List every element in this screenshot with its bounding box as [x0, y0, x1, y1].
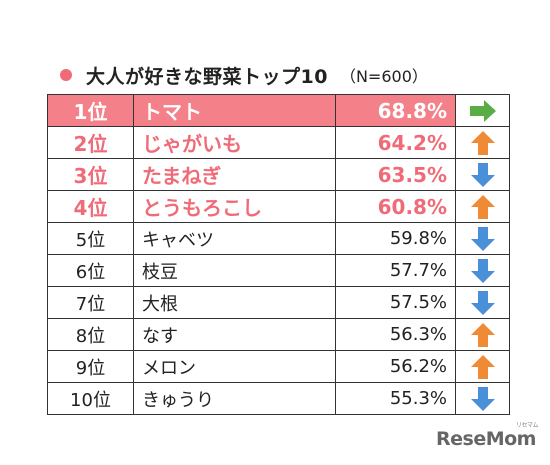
table-row: 9位 メロン 56.2%: [47, 350, 510, 383]
arrow-down-icon: [455, 222, 510, 255]
rank-cell: 5位: [47, 222, 134, 255]
logo-text: ReseMom: [436, 428, 536, 450]
resemom-logo: ReseMom リセマム: [436, 422, 538, 450]
vegetable-name-cell: たまねぎ: [133, 158, 336, 191]
vegetable-name-cell: トマト: [133, 94, 336, 127]
logo-small-text: リセマム: [515, 422, 539, 429]
percentage-cell: 63.5%: [335, 158, 456, 191]
vegetable-name-cell: とうもろこし: [133, 190, 336, 223]
table-row: 2位 じゃがいも 64.2%: [47, 126, 510, 159]
percentage-cell: 59.8%: [335, 222, 456, 255]
table-row: 4位 とうもろこし 60.8%: [47, 190, 510, 223]
percentage-cell: 57.5%: [335, 286, 456, 319]
rank-cell: 4位: [47, 190, 134, 223]
chart-title: 大人が好きな野菜トップ10: [86, 65, 328, 88]
table-row: 7位 大根 57.5%: [47, 286, 510, 319]
table-row: 6位 枝豆 57.7%: [47, 254, 510, 287]
bullet-dot-icon: [60, 69, 72, 81]
table-row: 10位 きゅうり 55.3%: [47, 382, 510, 415]
vegetable-name-cell: 大根: [133, 286, 336, 319]
rank-cell: 9位: [47, 350, 134, 383]
percentage-cell: 60.8%: [335, 190, 456, 223]
vegetable-name-cell: きゅうり: [133, 382, 336, 415]
chart-subtitle: （N=600）: [339, 67, 428, 86]
rank-cell: 6位: [47, 254, 134, 287]
percentage-cell: 56.2%: [335, 350, 456, 383]
arrow-down-icon: [455, 254, 510, 287]
percentage-cell: 68.8%: [335, 94, 456, 127]
rank-cell: 10位: [47, 382, 134, 415]
vegetable-name-cell: メロン: [133, 350, 336, 383]
rank-cell: 1位: [47, 94, 134, 127]
percentage-cell: 57.7%: [335, 254, 456, 287]
vegetable-name-cell: じゃがいも: [133, 126, 336, 159]
table-row: 3位 たまねぎ 63.5%: [47, 158, 510, 191]
arrow-up-icon: [455, 318, 510, 351]
arrow-up-icon: [455, 350, 510, 383]
table-row: 5位 キャベツ 59.8%: [47, 222, 510, 255]
table-row: 8位 なす 56.3%: [47, 318, 510, 351]
ranking-table: 1位 トマト 68.8% 2位 じゃがいも 64.2% 3位 たまねぎ 63.5% 4位 とうもろこ…: [47, 94, 510, 415]
vegetable-name-cell: 枝豆: [133, 254, 336, 287]
vegetable-name-cell: なす: [133, 318, 336, 351]
rank-cell: 8位: [47, 318, 134, 351]
arrow-up-icon: [455, 190, 510, 223]
rank-cell: 3位: [47, 158, 134, 191]
chart-title-row: 大人が好きな野菜トップ10 （N=600）: [60, 62, 428, 88]
vegetable-name-cell: キャベツ: [133, 222, 336, 255]
arrow-down-icon: [455, 382, 510, 415]
percentage-cell: 55.3%: [335, 382, 456, 415]
arrow-right-icon: [455, 94, 510, 127]
table-row: 1位 トマト 68.8%: [47, 94, 510, 127]
rank-cell: 2位: [47, 126, 134, 159]
arrow-down-icon: [455, 158, 510, 191]
percentage-cell: 64.2%: [335, 126, 456, 159]
arrow-down-icon: [455, 286, 510, 319]
percentage-cell: 56.3%: [335, 318, 456, 351]
arrow-up-icon: [455, 126, 510, 159]
rank-cell: 7位: [47, 286, 134, 319]
